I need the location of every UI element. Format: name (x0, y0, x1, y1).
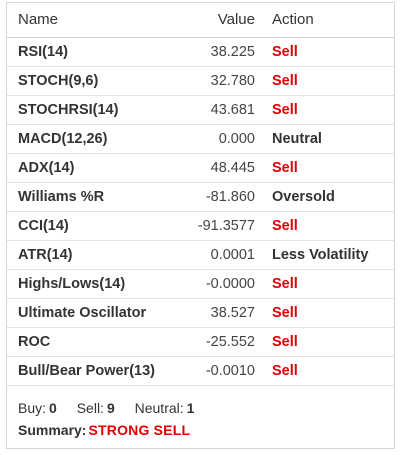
indicator-action: Sell (270, 356, 394, 386)
sell-count-label: Sell: (76, 399, 104, 416)
summary-verdict: STRONG SELL (88, 421, 191, 438)
header-action: Action (270, 3, 394, 38)
table-row: CCI(14) -91.3577 Sell (7, 211, 394, 241)
table-row: MACD(12,26) 0.000 Neutral (7, 124, 394, 154)
indicator-action: Sell (270, 327, 394, 357)
indicator-value: -91.3577 (185, 211, 270, 241)
signal-counts: Buy: 0 Sell: 9 Neutral: 1 (18, 400, 394, 416)
indicator-action: Sell (270, 37, 394, 67)
table-row: STOCH(9,6) 32.780 Sell (7, 66, 394, 96)
indicator-name: Bull/Bear Power(13) (7, 356, 185, 386)
indicator-value: 43.681 (185, 95, 270, 125)
table-row: STOCHRSI(14) 43.681 Sell (7, 95, 394, 125)
indicator-value: -0.0000 (185, 269, 270, 299)
indicator-name: CCI(14) (7, 211, 185, 241)
indicator-value: 0.000 (185, 124, 270, 154)
indicator-value: 48.445 (185, 153, 270, 183)
indicator-name: Highs/Lows(14) (7, 269, 185, 299)
buy-count: 0 (49, 399, 57, 416)
indicator-name: Ultimate Oscillator (7, 298, 185, 328)
neutral-count: 1 (186, 399, 195, 416)
table-row: ADX(14) 48.445 Sell (7, 153, 394, 183)
indicator-value: -0.0010 (185, 356, 270, 386)
indicator-name: RSI(14) (7, 37, 185, 67)
indicator-value: 38.225 (185, 37, 270, 67)
indicator-action: Sell (270, 153, 394, 183)
indicator-value: -81.860 (185, 182, 270, 212)
table-header-row: Name Value Action (7, 3, 394, 38)
indicator-action: Sell (270, 95, 394, 125)
indicator-value: 0.0001 (185, 240, 270, 270)
table-row: ATR(14) 0.0001 Less Volatility (7, 240, 394, 270)
indicator-action: Sell (270, 66, 394, 96)
table-row: Highs/Lows(14) -0.0000 Sell (7, 269, 394, 299)
table-row: RSI(14) 38.225 Sell (7, 37, 394, 67)
indicator-action: Sell (270, 269, 394, 299)
indicator-value: 32.780 (185, 66, 270, 96)
indicators-table: Name Value Action RSI(14) 38.225 Sell ST… (7, 3, 394, 386)
header-value: Value (185, 3, 270, 38)
table-row: Bull/Bear Power(13) -0.0010 Sell (7, 356, 394, 386)
technical-indicators-panel: Name Value Action RSI(14) 38.225 Sell ST… (6, 2, 395, 449)
sell-count: 9 (106, 399, 115, 416)
indicator-value: 38.527 (185, 298, 270, 328)
table-row: Ultimate Oscillator 38.527 Sell (7, 298, 394, 328)
indicator-name: STOCHRSI(14) (7, 95, 185, 125)
table-row: ROC -25.552 Sell (7, 327, 394, 357)
indicator-name: ROC (7, 327, 185, 357)
indicator-action: Oversold (270, 182, 394, 212)
table-row: Williams %R -81.860 Oversold (7, 182, 394, 212)
indicator-action: Sell (270, 298, 394, 328)
summary-section: Buy: 0 Sell: 9 Neutral: 1 Summary: STRONG SE… (7, 386, 394, 438)
summary-label: Summary: (18, 421, 87, 438)
indicator-action: Less Volatility (270, 240, 394, 270)
indicator-value: -25.552 (185, 327, 270, 357)
indicator-name: STOCH(9,6) (7, 66, 185, 96)
indicator-action: Sell (270, 211, 394, 241)
indicator-name: ATR(14) (7, 240, 185, 270)
indicator-action: Neutral (270, 124, 394, 154)
summary-line: Summary: STRONG SELL (18, 422, 394, 438)
header-name: Name (7, 3, 185, 38)
neutral-count-label: Neutral: (134, 399, 184, 416)
buy-count-label: Buy: (18, 399, 47, 416)
indicator-name: ADX(14) (7, 153, 185, 183)
indicator-name: MACD(12,26) (7, 124, 185, 154)
indicator-name: Williams %R (7, 182, 185, 212)
